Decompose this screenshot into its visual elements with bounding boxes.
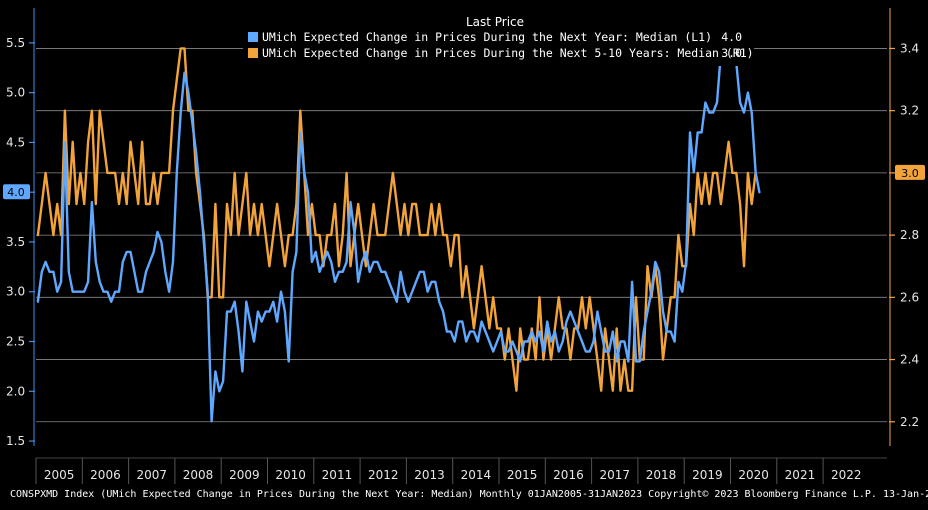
- left-tick-label-0: 1.5: [6, 434, 25, 448]
- legend-label-five-ten-year: UMich Expected Change in Prices During t…: [262, 46, 754, 60]
- x-tick-label-4: 2009: [229, 468, 260, 482]
- x-axis: 2005 2006 2007 2008 2009 2010 2011 2012 2013 2014…: [35, 457, 887, 484]
- x-tick-label-5: 2010: [275, 468, 306, 482]
- x-tick-label-1: 2006: [90, 468, 121, 482]
- legend: Last Price UMich Expected Change in Pric…: [243, 12, 754, 66]
- x-tick-label-9: 2014: [461, 468, 492, 482]
- right-tick-label-0: 2.2: [900, 415, 919, 429]
- right-tick-label-5: 3.2: [900, 104, 919, 118]
- left-tick-label-7: 5.0: [6, 86, 25, 100]
- series-line-five-ten-year: [36, 47, 757, 392]
- right-tick-label-1: 2.4: [900, 353, 919, 367]
- x-tick-label-17: 2022: [831, 468, 862, 482]
- left-last-badge-value: 4.0: [7, 186, 25, 199]
- legend-title: Last Price: [466, 15, 524, 29]
- series-line-one-year: [36, 51, 761, 423]
- x-tick-label-14: 2019: [692, 468, 723, 482]
- x-tick-label-10: 2015: [507, 468, 538, 482]
- legend-swatch-five-ten-year: [248, 48, 258, 58]
- x-tick-label-7: 2012: [368, 468, 399, 482]
- x-tick-label-2: 2007: [136, 468, 167, 482]
- right-tick-label-3: 2.8: [900, 228, 919, 242]
- left-last-badge: 4.0: [3, 184, 30, 200]
- x-tick-label-13: 2018: [646, 468, 677, 482]
- x-tick-label-6: 2011: [322, 468, 353, 482]
- x-tick-label-11: 2016: [553, 468, 584, 482]
- x-tick-label-3: 2008: [183, 468, 214, 482]
- legend-label-one-year: UMich Expected Change in Prices During t…: [262, 30, 712, 44]
- left-tick-label-4: 3.5: [6, 235, 25, 249]
- legend-last-five-ten-year: 3.0: [721, 46, 742, 60]
- left-tick-label-2: 2.5: [6, 335, 25, 349]
- legend-swatch-one-year: [248, 32, 258, 42]
- x-tick-label-12: 2017: [599, 468, 630, 482]
- legend-box: [243, 12, 754, 66]
- right-last-badge: 3.0: [895, 164, 925, 180]
- left-tick-label-3: 3.0: [6, 285, 25, 299]
- legend-last-one-year: 4.0: [721, 30, 742, 44]
- right-last-badge-box: [895, 164, 925, 180]
- x-tick-label-8: 2013: [414, 468, 445, 482]
- left-tick-label-1: 2.0: [6, 384, 25, 398]
- series-layer: [36, 47, 761, 423]
- right-tick-label-6: 3.4: [900, 41, 919, 55]
- x-tick-label-16: 2021: [785, 468, 816, 482]
- right-last-badge-value: 3.0: [901, 167, 919, 180]
- x-tick-label-15: 2020: [738, 468, 769, 482]
- left-last-badge-box: [3, 184, 30, 200]
- right-tick-label-2: 2.6: [900, 290, 919, 304]
- left-tick-label-6: 4.5: [6, 135, 25, 149]
- footer-source: CONSPXMD Index (UMich Expected Change in…: [10, 489, 928, 500]
- x-tick-label-0: 2005: [44, 468, 75, 482]
- left-tick-label-8: 5.5: [6, 36, 25, 50]
